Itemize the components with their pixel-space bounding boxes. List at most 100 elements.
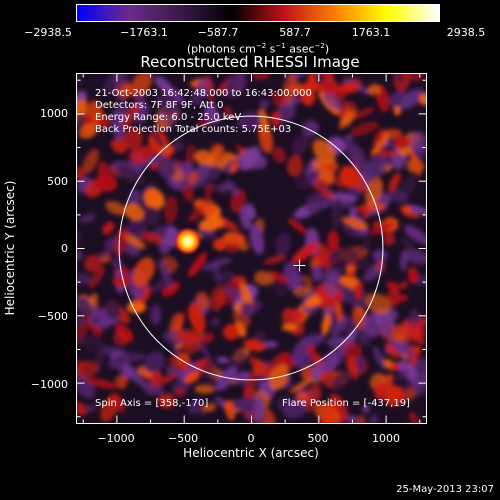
heatmap-blob bbox=[112, 275, 132, 287]
heatmap-blob bbox=[402, 339, 415, 358]
heatmap-blob bbox=[88, 266, 106, 289]
heatmap-blob bbox=[272, 146, 286, 164]
colorbar-tick-label: −587.7 bbox=[197, 26, 239, 39]
heatmap-blob bbox=[338, 83, 361, 93]
heatmap-blob bbox=[403, 225, 426, 245]
heatmap-blob bbox=[271, 90, 286, 109]
heatmap-blob bbox=[210, 144, 223, 158]
heatmap-blob bbox=[251, 73, 270, 81]
heatmap-blob bbox=[373, 380, 390, 400]
heatmap-blob bbox=[408, 73, 424, 82]
heatmap-blob bbox=[249, 356, 274, 379]
heatmap-blob bbox=[301, 333, 326, 346]
heatmap-blob bbox=[154, 76, 173, 95]
heatmap-blob bbox=[408, 411, 420, 423]
heatmap-blob bbox=[84, 254, 102, 273]
heatmap-blob bbox=[281, 323, 298, 331]
heatmap-blob bbox=[157, 93, 180, 115]
heatmap-blob bbox=[204, 183, 214, 200]
heatmap-blob bbox=[150, 372, 180, 388]
heatmap-blob bbox=[76, 272, 92, 285]
heatmap-blob bbox=[89, 324, 103, 336]
heatmap-blob bbox=[184, 371, 200, 384]
heatmap-blob bbox=[198, 216, 226, 232]
heatmap-blob bbox=[289, 378, 313, 394]
heatmap-blob bbox=[239, 206, 252, 230]
heatmap-blob bbox=[323, 268, 339, 298]
colorbar bbox=[76, 4, 440, 22]
heatmap-blob bbox=[110, 138, 127, 154]
heatmap-blob bbox=[383, 232, 396, 246]
heatmap-blob bbox=[321, 313, 332, 335]
info-flare-position: Flare Position = [-437,19] bbox=[282, 398, 410, 409]
y-tick-label: 500 bbox=[47, 175, 68, 188]
heatmap-blob bbox=[161, 281, 180, 297]
heatmap-blob bbox=[206, 165, 222, 181]
heatmap-blob bbox=[363, 155, 390, 179]
heatmap-blob bbox=[406, 323, 426, 342]
heatmap-blob bbox=[211, 241, 227, 249]
heatmap-blob bbox=[217, 183, 230, 193]
heatmap-blob bbox=[194, 384, 215, 394]
bright-source bbox=[173, 227, 202, 256]
heatmap-blob bbox=[347, 356, 359, 380]
heatmap-blob bbox=[105, 200, 127, 216]
heatmap-blob bbox=[332, 370, 350, 390]
heatmap-blob bbox=[419, 92, 426, 106]
colorbar-units: (photons cm−2 s−1 asec−2) bbox=[186, 42, 330, 56]
heatmap-blob bbox=[263, 254, 287, 265]
heatmap-blob bbox=[367, 84, 381, 96]
info-method-counts: Back Projection Total counts: 5.75E+03 bbox=[95, 124, 292, 135]
heatmap-blob bbox=[373, 346, 386, 370]
heatmap-blob bbox=[121, 364, 147, 387]
heatmap-blob bbox=[360, 238, 370, 252]
heatmap-blob bbox=[142, 152, 166, 167]
heatmap-blob bbox=[225, 242, 240, 253]
heatmap-blob bbox=[396, 368, 409, 381]
x-axis-label: Heliocentric X (arcsec) bbox=[183, 446, 319, 460]
heatmap-blob bbox=[79, 213, 96, 224]
heatmap-blob bbox=[159, 259, 173, 290]
heatmap-blob bbox=[237, 150, 268, 170]
heatmap-blob bbox=[114, 374, 128, 388]
heatmap-blob bbox=[289, 309, 305, 320]
heatmap-blob bbox=[253, 394, 265, 422]
heatmap-blob bbox=[394, 73, 405, 85]
heatmap-blob bbox=[124, 203, 144, 221]
heatmap-blob bbox=[401, 237, 415, 251]
heatmap-blob bbox=[409, 149, 421, 177]
heatmap-blob bbox=[112, 331, 129, 347]
heatmap-blob bbox=[311, 265, 323, 282]
heatmap-blob bbox=[359, 324, 372, 339]
heatmap-blob bbox=[410, 274, 426, 286]
x-tick-label: 0 bbox=[247, 432, 255, 445]
heatmap-blob bbox=[76, 73, 83, 85]
heatmap-blob bbox=[237, 371, 250, 381]
heatmap-blob bbox=[270, 111, 282, 127]
y-tick-label: 1000 bbox=[40, 107, 68, 120]
heatmap-blob bbox=[393, 135, 411, 150]
heatmap-blob bbox=[243, 388, 256, 399]
heatmap-blob bbox=[130, 73, 153, 98]
heatmap-blob bbox=[185, 143, 196, 165]
heatmap-blob bbox=[407, 267, 419, 284]
heatmap-blob bbox=[361, 203, 370, 220]
heatmap-blob bbox=[291, 134, 310, 156]
heatmap-blob bbox=[175, 387, 185, 397]
heatmap-blob bbox=[291, 337, 309, 367]
heatmap-blob bbox=[103, 73, 130, 94]
y-tick-label: −500 bbox=[37, 310, 68, 323]
heatmap-blob bbox=[164, 196, 178, 224]
heatmap-blob bbox=[382, 320, 393, 339]
heatmap-blob bbox=[190, 92, 203, 105]
heatmap-blob bbox=[249, 223, 265, 255]
heatmap-blob bbox=[327, 247, 360, 268]
heatmap-blob bbox=[220, 218, 240, 231]
plot-area bbox=[76, 73, 426, 423]
heatmap-blob bbox=[370, 133, 390, 157]
heatmap-blob bbox=[188, 303, 206, 333]
heatmap-blob bbox=[331, 314, 349, 337]
heatmap-blob bbox=[356, 415, 366, 423]
heatmap-blob bbox=[202, 332, 214, 344]
